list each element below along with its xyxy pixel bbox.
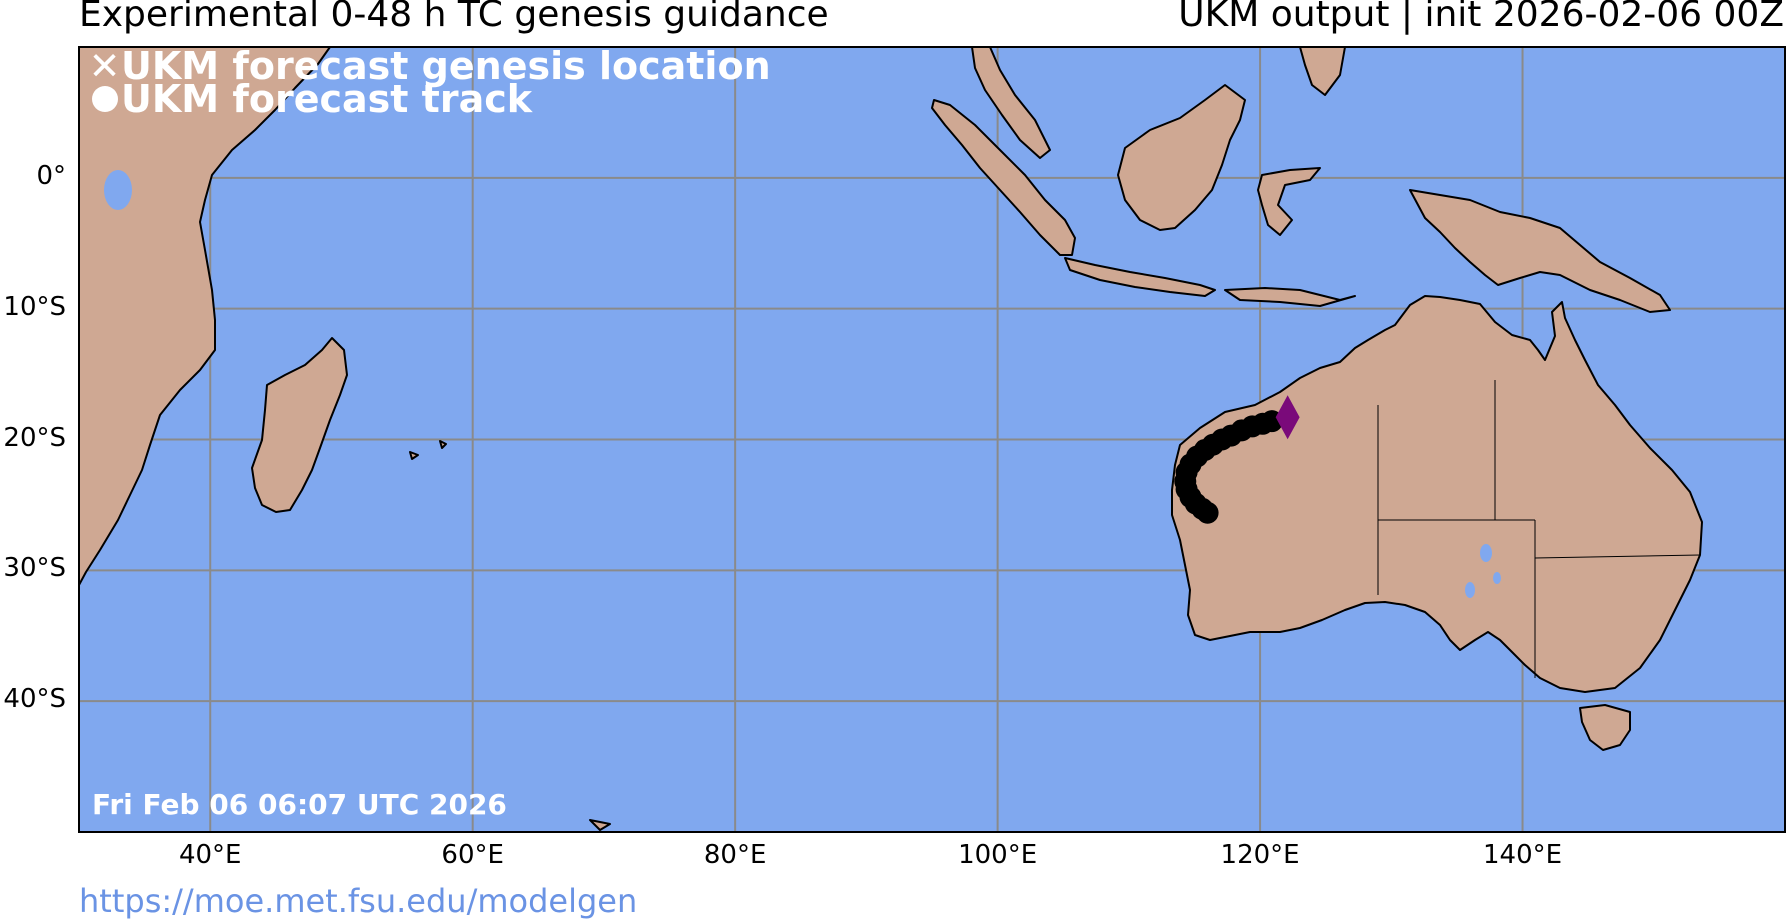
lake: [1480, 544, 1492, 562]
lake: [1465, 582, 1475, 598]
landmass-borneo: [1117, 84, 1246, 231]
genesis-marker-layer: [1275, 395, 1300, 440]
land-masses: [78, 46, 1703, 831]
landmass-malay-peninsula: [971, 46, 1051, 159]
lat-tick-label: 30°S: [3, 553, 66, 584]
lake: [1493, 572, 1501, 584]
genesis-diamond-marker: [1275, 395, 1300, 440]
lon-tick-label: 40°E: [178, 840, 242, 870]
x-icon: ✕: [88, 44, 121, 88]
lon-tick-label: 100°E: [958, 840, 1038, 870]
forecast-track: [1174, 410, 1283, 524]
landmass-new-guinea: [1409, 189, 1671, 313]
landmass-sumatra: [931, 99, 1076, 256]
lakes: [104, 170, 1501, 598]
landmass-small-island: [439, 440, 447, 449]
landmass-australia: [1171, 295, 1703, 693]
lat-tick-label: 10°S: [3, 291, 66, 322]
source-url[interactable]: https://moe.met.fsu.edu/modelgen: [79, 882, 638, 920]
map-legend: ✕ UKM forecast genesis location UKM fore…: [88, 44, 771, 121]
lon-tick-label: 60°E: [441, 840, 504, 870]
lat-tick-label: 40°S: [3, 684, 66, 715]
track-point: [1196, 501, 1219, 524]
model-init-label: UKM output | init 2026-02-06 00Z: [1178, 0, 1784, 35]
landmass-tasmania: [1579, 704, 1631, 751]
chart-title: Experimental 0-48 h TC genesis guidance: [79, 0, 829, 35]
landmass-java: [1064, 257, 1216, 297]
landmass-madagascar: [251, 337, 348, 513]
legend-track-label: UKM forecast track: [121, 77, 533, 121]
landmass-small-island: [589, 819, 611, 831]
lon-tick-label: 120°E: [1220, 840, 1300, 870]
timestamp: Fri Feb 06 06:07 UTC 2026: [92, 788, 507, 821]
landmass-small-island: [409, 451, 419, 460]
lat-tick-label: 0°: [36, 160, 66, 191]
legend-track: UKM forecast track: [88, 77, 771, 121]
lon-tick-label: 80°E: [703, 840, 767, 870]
legend-genesis-label: UKM forecast genesis location: [121, 44, 771, 88]
lat-tick-label: 20°S: [3, 422, 66, 453]
landmass-africa: [78, 46, 331, 586]
map-frame: [78, 46, 1786, 833]
state-boundaries: [1377, 380, 1701, 678]
dot-icon: [88, 83, 121, 116]
lake: [104, 170, 132, 210]
legend-genesis: ✕ UKM forecast genesis location: [88, 44, 771, 88]
lon-tick-label: 140°E: [1483, 840, 1563, 870]
landmass-lesser-sunda: [1224, 287, 1356, 307]
landmass-sulawesi: [1257, 167, 1321, 236]
